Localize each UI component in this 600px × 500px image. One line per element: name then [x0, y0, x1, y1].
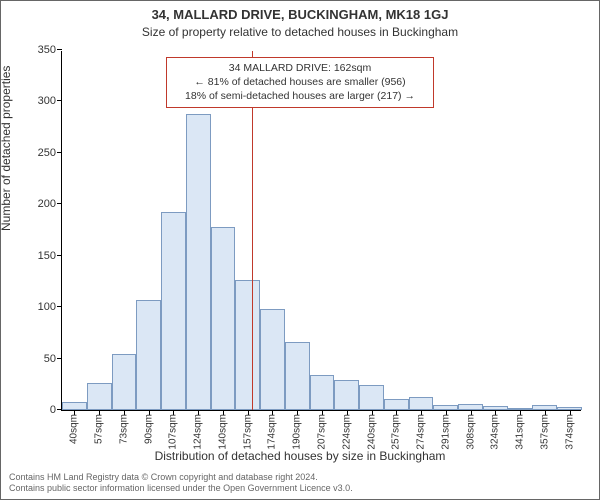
x-tick-label: 73sqm: [118, 414, 129, 444]
histogram-bar: [211, 227, 236, 410]
chart-container: 34, MALLARD DRIVE, BUCKINGHAM, MK18 1GJ …: [0, 0, 600, 500]
y-tick-label: 300: [38, 95, 56, 107]
y-tick-mark: [57, 255, 62, 256]
x-tick-label: 124sqm: [193, 414, 204, 450]
histogram-bar: [235, 280, 260, 410]
chart-title-sub: Size of property relative to detached ho…: [1, 25, 599, 39]
x-tick-label: 324sqm: [490, 414, 501, 450]
histogram-bar: [334, 380, 359, 410]
y-tick-label: 150: [38, 250, 56, 262]
histogram-bar: [260, 309, 285, 410]
annotation-line: ← 81% of detached houses are smaller (95…: [173, 75, 427, 89]
x-tick-label: 257sqm: [391, 414, 402, 450]
histogram-bar: [310, 375, 335, 410]
y-axis-label: Number of detached properties: [0, 66, 13, 231]
y-tick-mark: [57, 203, 62, 204]
footer-line2: Contains public sector information licen…: [9, 483, 353, 495]
histogram-bar: [384, 399, 409, 410]
x-tick-label: 291sqm: [440, 414, 451, 450]
y-tick-label: 100: [38, 301, 56, 313]
annotation-box: 34 MALLARD DRIVE: 162sqm← 81% of detache…: [166, 57, 434, 108]
x-tick-label: 40sqm: [69, 414, 80, 444]
y-tick-label: 50: [44, 353, 56, 365]
y-tick-mark: [57, 152, 62, 153]
y-tick-mark: [57, 358, 62, 359]
x-tick-label: 107sqm: [168, 414, 179, 450]
x-axis-label: Distribution of detached houses by size …: [1, 449, 599, 463]
x-tick-label: 357sqm: [539, 414, 550, 450]
y-tick-label: 200: [38, 198, 56, 210]
plot-area: 05010015020025030035040sqm57sqm73sqm90sq…: [61, 51, 581, 411]
histogram-bar: [112, 354, 137, 410]
histogram-bar: [136, 300, 161, 410]
footer-attribution: Contains HM Land Registry data © Crown c…: [9, 472, 353, 495]
y-tick-label: 0: [50, 404, 56, 416]
y-tick-mark: [57, 100, 62, 101]
histogram-bar: [62, 402, 87, 410]
x-tick-label: 308sqm: [465, 414, 476, 450]
x-tick-label: 174sqm: [267, 414, 278, 450]
y-tick-label: 350: [38, 44, 56, 56]
x-tick-label: 341sqm: [515, 414, 526, 450]
annotation-line: 34 MALLARD DRIVE: 162sqm: [173, 61, 427, 75]
x-tick-label: 224sqm: [341, 414, 352, 450]
footer-line1: Contains HM Land Registry data © Crown c…: [9, 472, 353, 484]
x-tick-label: 57sqm: [94, 414, 105, 444]
x-tick-label: 240sqm: [366, 414, 377, 450]
histogram-bar: [87, 383, 112, 410]
x-tick-label: 274sqm: [416, 414, 427, 450]
x-tick-label: 207sqm: [317, 414, 328, 450]
x-tick-label: 374sqm: [564, 414, 575, 450]
x-tick-label: 157sqm: [242, 414, 253, 450]
y-tick-mark: [57, 49, 62, 50]
histogram-bar: [409, 397, 434, 410]
x-tick-label: 90sqm: [143, 414, 154, 444]
annotation-line: 18% of semi-detached houses are larger (…: [173, 89, 427, 103]
histogram-bar: [359, 385, 384, 410]
x-tick-label: 190sqm: [292, 414, 303, 450]
histogram-bar: [161, 212, 186, 411]
y-tick-label: 250: [38, 147, 56, 159]
histogram-bar: [186, 114, 211, 410]
y-tick-mark: [57, 306, 62, 307]
histogram-bar: [285, 342, 310, 410]
x-tick-label: 140sqm: [217, 414, 228, 450]
chart-title-main: 34, MALLARD DRIVE, BUCKINGHAM, MK18 1GJ: [1, 7, 599, 22]
